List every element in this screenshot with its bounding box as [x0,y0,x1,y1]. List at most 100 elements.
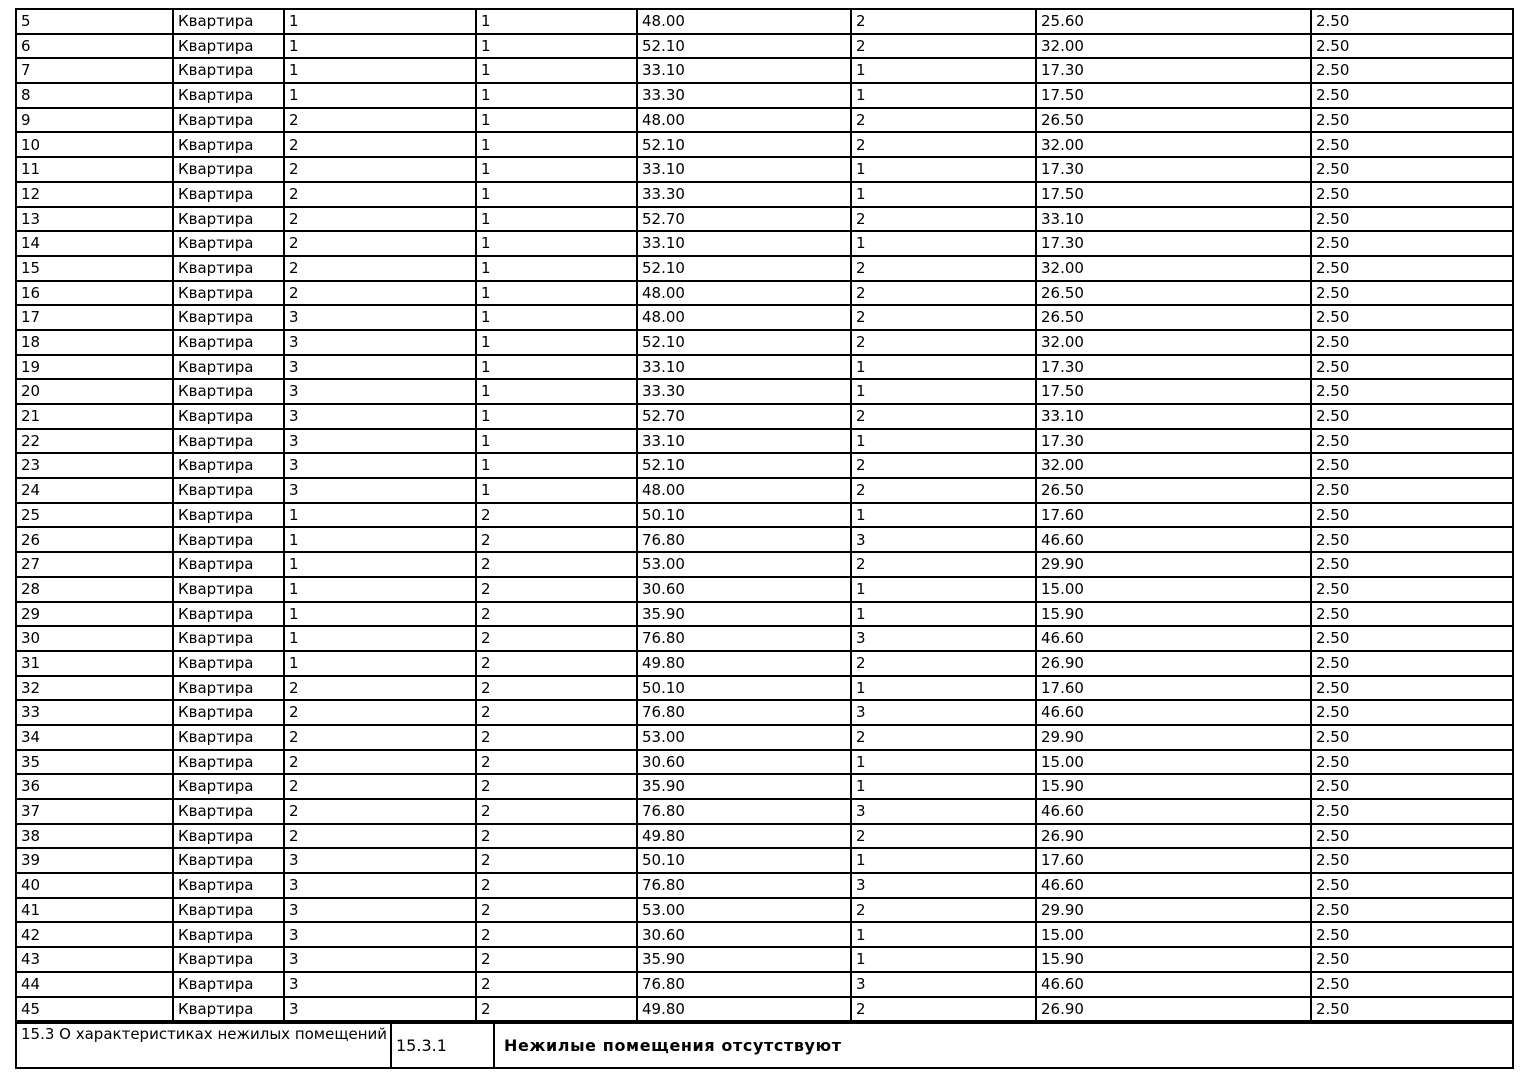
cell: 49.80 [636,995,852,1023]
cell: 2.50 [1310,230,1514,257]
cell: 11 [15,156,174,183]
cell: Квартира [172,403,285,430]
cell: 23 [15,452,174,480]
cell: Квартира [172,699,285,726]
cell: Квартира [172,970,285,998]
cell: 33.10 [1035,205,1312,233]
cell: 33.30 [636,82,852,109]
table-row: 45 Квартира 3 2 49.80 2 26.90 2.50 [15,995,1514,1023]
apartments-table: 5 Квартира 1 1 48.00 2 25.60 2.50 6 Квартира 1 1 52.… [15,8,1514,1023]
table-row: 23 Квартира 3 1 52.10 2 32.00 2.50 [15,452,1514,480]
table-row: 32 Квартира 2 2 50.10 1 17.60 2.50 [15,674,1514,702]
cell: 76.80 [636,699,852,726]
cell: Квартира [172,896,285,924]
cell: 1 [475,8,638,35]
table-row: 8 Квартира 1 1 33.30 1 17.50 2.50 [15,82,1514,109]
cell: 15.00 [1035,748,1312,776]
cell: 16 [15,279,174,307]
cell: 2.50 [1310,822,1514,850]
cell: Квартира [172,995,285,1023]
cell: 2 [475,551,638,578]
cell: 2.50 [1310,32,1514,60]
cell: 2.50 [1310,872,1514,899]
table-row: 26 Квартира 1 2 76.80 3 46.60 2.50 [15,526,1514,554]
cell: Квартира [172,625,285,652]
cell: 15.90 [1035,773,1312,800]
cell: 2 [475,625,638,652]
table-row: 40 Квартира 3 2 76.80 3 46.60 2.50 [15,872,1514,899]
cell: 17.60 [1035,674,1312,702]
cell: 33.10 [1035,403,1312,430]
cell: 37 [15,798,174,825]
cell: 2 [850,32,1037,60]
table-row: 28 Квартира 1 2 30.60 1 15.00 2.50 [15,575,1514,603]
cell: 33 [15,699,174,726]
table-row: 15.3 О характеристиках нежилых помещений… [15,1022,1514,1070]
cell: 2.50 [1310,57,1514,85]
cell: Квартира [172,205,285,233]
table-row: 21 Квартира 3 1 52.70 2 33.10 2.50 [15,403,1514,430]
table-row: 36 Квартира 2 2 35.90 1 15.90 2.50 [15,773,1514,800]
cell: 24 [15,477,174,504]
cell: 32 [15,674,174,702]
table-row: 14 Квартира 2 1 33.10 1 17.30 2.50 [15,230,1514,257]
cell: 2 [475,896,638,924]
table-row: 24 Квартира 3 1 48.00 2 26.50 2.50 [15,477,1514,504]
cell: 2 [475,699,638,726]
cell: 2 [850,328,1037,356]
cell: 2 [850,995,1037,1023]
cell: 10 [15,131,174,159]
cell: 2 [283,748,477,776]
cell: 1 [475,477,638,504]
cell: Квартира [172,452,285,480]
cell: 52.10 [636,452,852,480]
table-row: 17 Квартира 3 1 48.00 2 26.50 2.50 [15,304,1514,331]
cell: Квартира [172,353,285,381]
cell: 1 [283,600,477,628]
cell: 33.10 [636,230,852,257]
cell: 2 [283,699,477,726]
cell: 3 [283,328,477,356]
cell: 36 [15,773,174,800]
cell: 1 [850,674,1037,702]
cell: 15.00 [1035,921,1312,949]
cell: 2.50 [1310,600,1514,628]
cell: 2.50 [1310,8,1514,35]
cell: 50.10 [636,674,852,702]
cell: 20 [15,378,174,405]
cell: 2 [475,946,638,973]
cell: 1 [850,427,1037,455]
cell: 2 [850,106,1037,134]
table-row: 27 Квартира 1 2 53.00 2 29.90 2.50 [15,551,1514,578]
cell: 2.50 [1310,131,1514,159]
cell: 17 [15,304,174,331]
cell: 53.00 [636,723,852,751]
cell: 22 [15,427,174,455]
cell: 14 [15,230,174,257]
cell: 2.50 [1310,180,1514,208]
cell: 46.60 [1035,970,1312,998]
cell: 2 [475,649,638,677]
cell: 2.50 [1310,798,1514,825]
apartments-table-body: 5 Квартира 1 1 48.00 2 25.60 2.50 6 Квартира 1 1 52.… [15,8,1514,1023]
cell: 32.00 [1035,254,1312,282]
cell: 2 [283,822,477,850]
cell: 3 [850,699,1037,726]
cell: 1 [475,427,638,455]
cell: 1 [475,452,638,480]
cell: 27 [15,551,174,578]
cell: 45 [15,995,174,1023]
cell: Квартира [172,946,285,973]
section-label-cell: 15.3 О характеристиках нежилых помещений [15,1022,392,1070]
cell: 17.60 [1035,847,1312,875]
statement-cell: Нежилые помещения отсутствуют [493,1022,1514,1070]
cell: 53.00 [636,551,852,578]
cell: 50.10 [636,847,852,875]
cell: 30 [15,625,174,652]
cell: 3 [283,304,477,331]
table-row: 38 Квартира 2 2 49.80 2 26.90 2.50 [15,822,1514,850]
cell: 2.50 [1310,156,1514,183]
cell: 1 [283,501,477,529]
cell: 1 [475,403,638,430]
cell: 1 [283,32,477,60]
